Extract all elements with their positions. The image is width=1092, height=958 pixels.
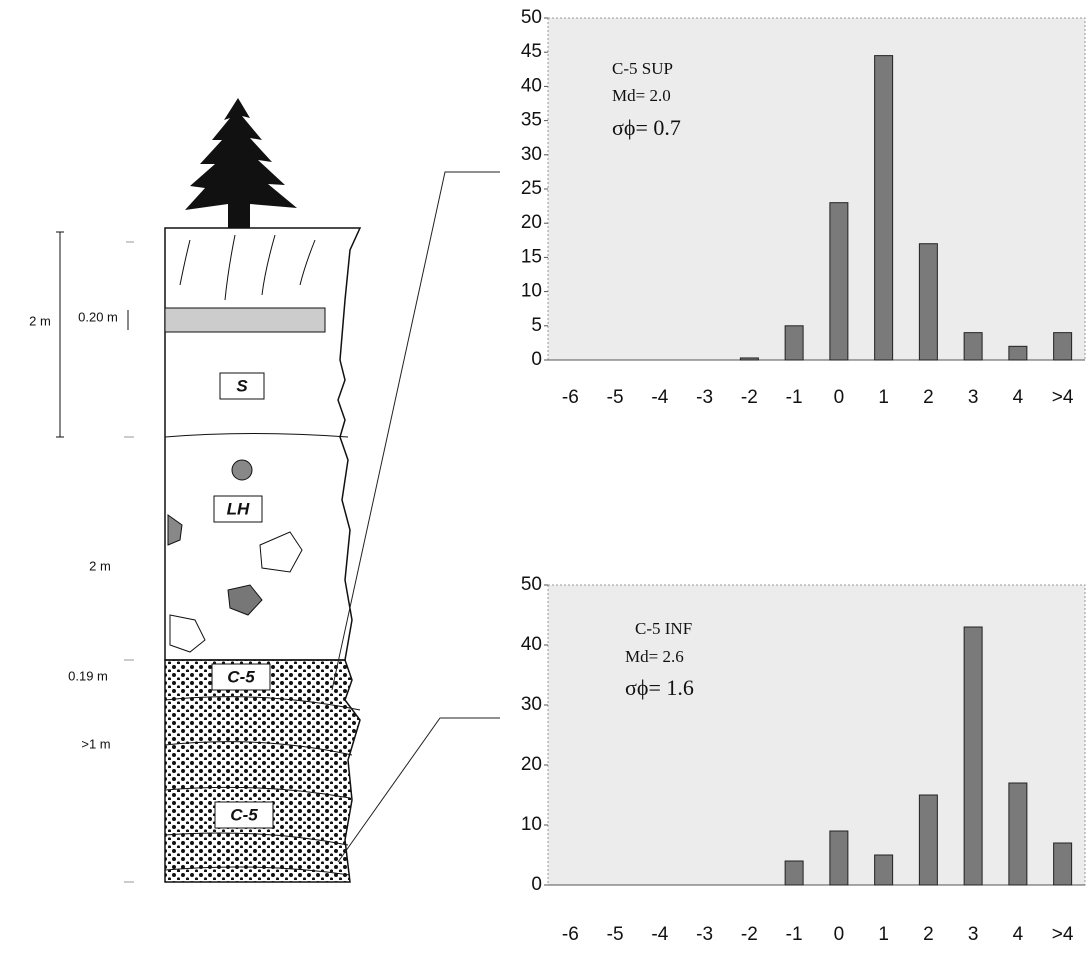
x-tick-label: 1 bbox=[878, 387, 889, 408]
x-tick-label: -6 bbox=[562, 924, 579, 945]
x-tick-label: -4 bbox=[651, 387, 668, 408]
x-tick-label: 3 bbox=[968, 924, 979, 945]
y-tick-label: 40 bbox=[521, 634, 542, 655]
thickness-label: >1 m bbox=[81, 736, 110, 751]
annotation: C-5 SUP bbox=[612, 59, 673, 78]
x-tick-label: -3 bbox=[696, 387, 713, 408]
y-tick-label: 20 bbox=[521, 212, 542, 233]
y-tick-label: 50 bbox=[521, 7, 542, 28]
x-tick-label: 3 bbox=[968, 387, 979, 408]
bar bbox=[1008, 782, 1028, 886]
thickness-label: 0.19 m bbox=[68, 668, 108, 683]
bar bbox=[739, 357, 759, 361]
annotation: C-5 INF bbox=[635, 619, 692, 638]
annotation: σϕ= 0.7 bbox=[612, 115, 681, 140]
x-tick-label: -6 bbox=[562, 387, 579, 408]
bar bbox=[829, 830, 849, 886]
y-tick-label: 35 bbox=[521, 110, 542, 131]
bar bbox=[1053, 332, 1073, 361]
x-tick-label: -5 bbox=[607, 387, 624, 408]
x-tick-label: 2 bbox=[923, 924, 934, 945]
layer-label: C-5 bbox=[230, 805, 258, 824]
layer-label: C-5 bbox=[227, 667, 255, 686]
x-tick-label: >4 bbox=[1052, 387, 1074, 408]
y-tick-label: 45 bbox=[521, 41, 542, 62]
annotation: Md= 2.6 bbox=[625, 647, 684, 666]
y-tick-label: 30 bbox=[521, 694, 542, 715]
y-tick-label: 10 bbox=[521, 281, 542, 302]
x-tick-label: -2 bbox=[741, 387, 758, 408]
annotation: σϕ= 1.6 bbox=[625, 675, 694, 700]
x-tick-label: >4 bbox=[1052, 924, 1074, 945]
bar bbox=[918, 794, 938, 886]
x-tick-label: 1 bbox=[878, 924, 889, 945]
y-tick-label: 10 bbox=[521, 814, 542, 835]
plot-area bbox=[547, 17, 1086, 361]
bar bbox=[784, 860, 804, 886]
bar bbox=[963, 332, 983, 361]
y-tick-label: 5 bbox=[531, 315, 542, 336]
x-tick-label: 4 bbox=[1013, 924, 1024, 945]
plot-area bbox=[547, 584, 1086, 886]
x-tick-label: 0 bbox=[834, 387, 845, 408]
bar bbox=[784, 325, 804, 361]
x-tick-label: -1 bbox=[786, 387, 803, 408]
y-tick-label: 0 bbox=[531, 349, 542, 370]
x-tick-label: -3 bbox=[696, 924, 713, 945]
bar bbox=[829, 202, 849, 361]
x-tick-label: -2 bbox=[741, 924, 758, 945]
bar bbox=[874, 854, 894, 886]
x-tick-label: -4 bbox=[651, 924, 668, 945]
x-tick-label: 4 bbox=[1013, 387, 1024, 408]
layer-label: S bbox=[236, 376, 248, 395]
bar bbox=[1053, 842, 1073, 886]
bar bbox=[963, 626, 983, 886]
y-tick-label: 15 bbox=[521, 246, 542, 267]
bar bbox=[874, 55, 894, 361]
x-tick-label: -5 bbox=[607, 924, 624, 945]
y-tick-label: 0 bbox=[531, 874, 542, 895]
x-tick-label: 0 bbox=[834, 924, 845, 945]
thickness-label: 2 m bbox=[89, 558, 111, 573]
y-tick-label: 50 bbox=[521, 574, 542, 595]
annotation: Md= 2.0 bbox=[612, 86, 671, 105]
bar bbox=[918, 243, 938, 361]
y-tick-label: 40 bbox=[521, 75, 542, 96]
thickness-label: 2 m bbox=[29, 313, 51, 328]
tree bbox=[185, 98, 297, 228]
x-tick-label: -1 bbox=[786, 924, 803, 945]
thickness-label: 0.20 m bbox=[78, 309, 118, 324]
stratigraphic-column: 2 m 0.20 m 2 m 0.19 m >1 m S LH C-5 C-5 bbox=[29, 171, 500, 883]
bar bbox=[1008, 345, 1028, 361]
y-tick-label: 20 bbox=[521, 754, 542, 775]
y-tick-label: 25 bbox=[521, 178, 542, 199]
layer-label: LH bbox=[227, 499, 250, 518]
x-tick-label: 2 bbox=[923, 387, 934, 408]
y-tick-label: 30 bbox=[521, 144, 542, 165]
